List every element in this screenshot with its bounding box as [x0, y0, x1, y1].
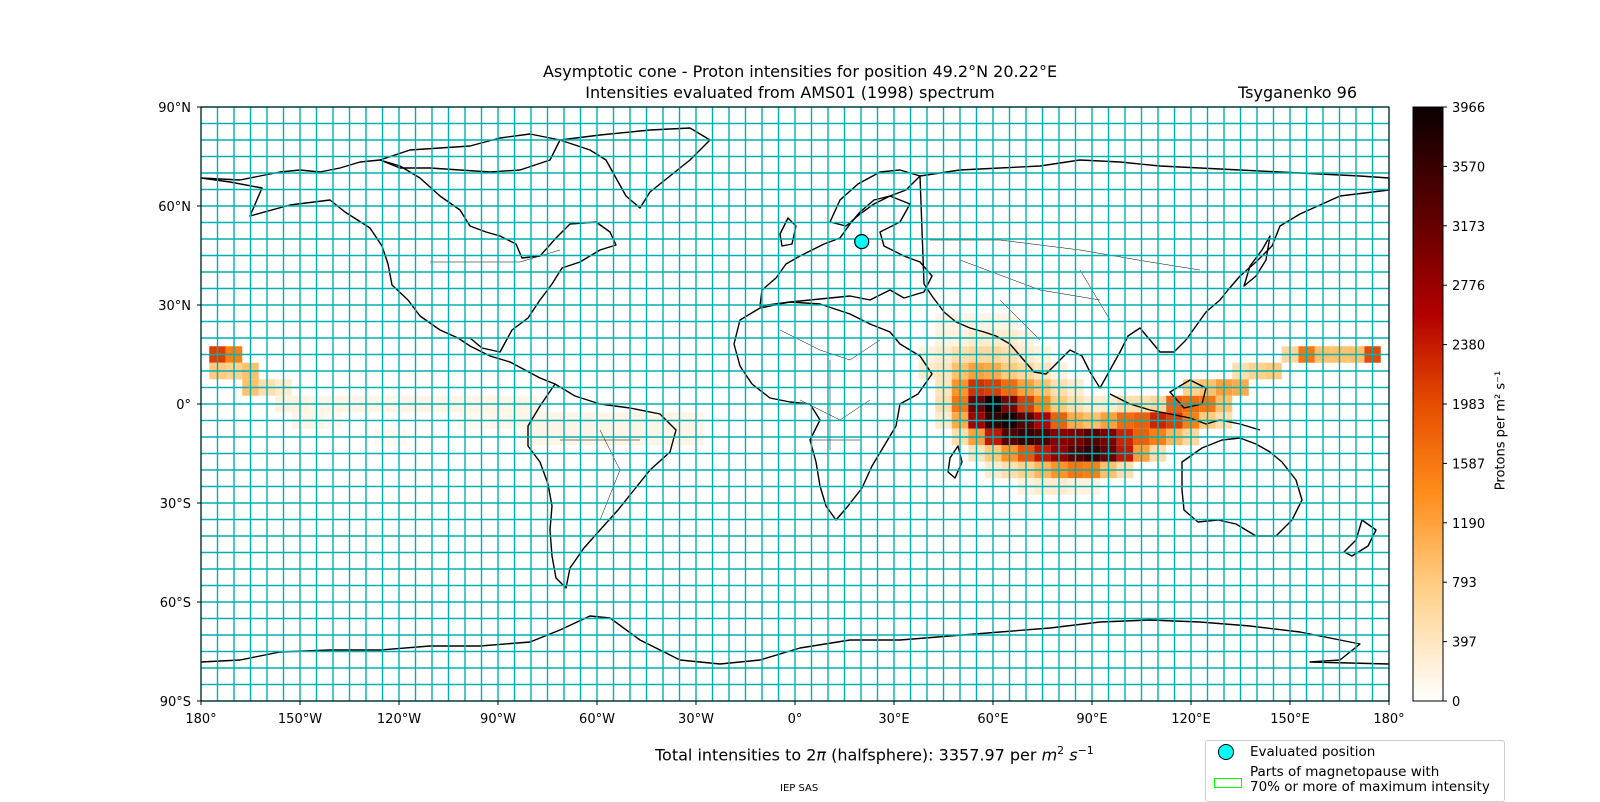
chart-subtitle: Intensities evaluated from AMS01 (1998) …	[585, 83, 995, 102]
lon-tick-label: 180°	[185, 712, 216, 727]
colorbar-tick-label: 1190	[1452, 517, 1485, 532]
coastline-japan	[1243, 235, 1271, 287]
unit-m: m	[1041, 745, 1058, 765]
model-name: Tsyganenko 96	[1238, 83, 1357, 102]
lon-tick-label: 60°E	[977, 712, 1008, 727]
evaluated-position-marker	[854, 234, 870, 250]
lat-tick-label: 30°N	[158, 299, 191, 314]
colorbar-tick-label: 1587	[1452, 457, 1485, 472]
lat-tick-label: 60°S	[160, 596, 191, 611]
lon-tick-label: 150°W	[278, 712, 322, 727]
unit-s: s	[1064, 745, 1078, 765]
evaluated-position-legend-marker	[1218, 744, 1234, 760]
colorbar-tick-label: 2380	[1452, 339, 1485, 354]
coastline-central-america	[457, 337, 556, 385]
borders-asia	[930, 239, 1201, 341]
colorbar-tick-label: 3966	[1452, 101, 1485, 116]
coastline-indonesia	[1109, 393, 1261, 431]
unit-s-exp: −1	[1077, 744, 1094, 757]
colorbar-tick-label: 2776	[1452, 279, 1485, 294]
colorbar-gradient	[1412, 106, 1444, 702]
coastline-uk	[779, 217, 797, 247]
lon-tick-label: 180°	[1373, 712, 1404, 727]
legend-evaluated-label: Evaluated position	[1250, 744, 1376, 760]
lon-tick-label: 30°W	[678, 712, 714, 727]
coastline-antarctica	[200, 615, 1390, 665]
chart-title: Asymptotic cone - Proton intensities for…	[542, 62, 1058, 81]
lat-tick-label: 30°S	[160, 497, 191, 512]
lon-tick-label: 120°E	[1171, 712, 1211, 727]
coastline-greenland	[559, 127, 711, 209]
coastline-south-america	[527, 383, 677, 589]
colorbar-ticks: 0 397 793 1190 1587 1983 2380 2776 3173 3570 3966	[1443, 101, 1485, 710]
lat-tick-label: 60°N	[158, 200, 191, 215]
colorbar-tick-label: 3173	[1452, 220, 1485, 235]
legend-magnetopause-label-1: Parts of magnetopause with	[1250, 764, 1440, 780]
colorbar-tick-label: 1983	[1452, 398, 1485, 413]
world-map	[200, 106, 1390, 702]
colorbar-tick-label: 3570	[1452, 160, 1485, 175]
colorbar-tick-label: 793	[1452, 576, 1477, 591]
lon-tick-label: 30°E	[878, 712, 909, 727]
coastline-europe	[759, 195, 933, 307]
colorbar-label: Protons per m² s⁻¹	[1493, 370, 1509, 491]
legend-magnetopause-label-2: 70% or more of maximum intensity	[1250, 779, 1490, 795]
total-prefix: Total intensities to 2	[655, 745, 817, 765]
coastline-borneo	[1169, 379, 1207, 409]
colorbar-tick-label: 0	[1452, 695, 1460, 710]
coastline-scandinavia	[829, 169, 921, 227]
lon-tick-label: 90°W	[480, 712, 516, 727]
colorbar: 0 397 793 1190 1587 1983 2380 2776 3173 3570 3966	[1412, 101, 1485, 710]
unit-m-exp: 2	[1057, 744, 1065, 757]
lon-tick-label: 120°W	[377, 712, 421, 727]
coastline-arctic-islands	[379, 133, 561, 173]
credit: IEP SAS	[780, 783, 819, 794]
magnetopause-legend-marker	[1214, 778, 1242, 788]
lon-tick-label: 60°W	[579, 712, 615, 727]
pi-symbol: π	[816, 745, 827, 765]
lon-tick-label: 150°E	[1270, 712, 1310, 727]
lat-tick-label: 90°N	[158, 101, 191, 116]
total-intensity: Total intensities to 2π (halfsphere): 33…	[655, 744, 1094, 764]
lon-tick-label: 90°E	[1076, 712, 1107, 727]
map-axes: 180° 150°W 120°W 90°W 60°W 30°W 0° 30°E 60°E 90°E…	[158, 101, 1404, 727]
colorbar-tick-label: 397	[1452, 636, 1477, 651]
magnetopause-grid	[200, 106, 1390, 702]
lat-tick-label: 90°S	[160, 695, 191, 710]
coastline-africa	[733, 301, 933, 521]
legend: Evaluated position Parts of magnetopause…	[1205, 740, 1505, 802]
lon-tick-label: 0°	[788, 712, 803, 727]
lat-tick-label: 0°	[176, 398, 191, 413]
total-middle: (halfsphere): 3357.97 per	[826, 745, 1042, 765]
